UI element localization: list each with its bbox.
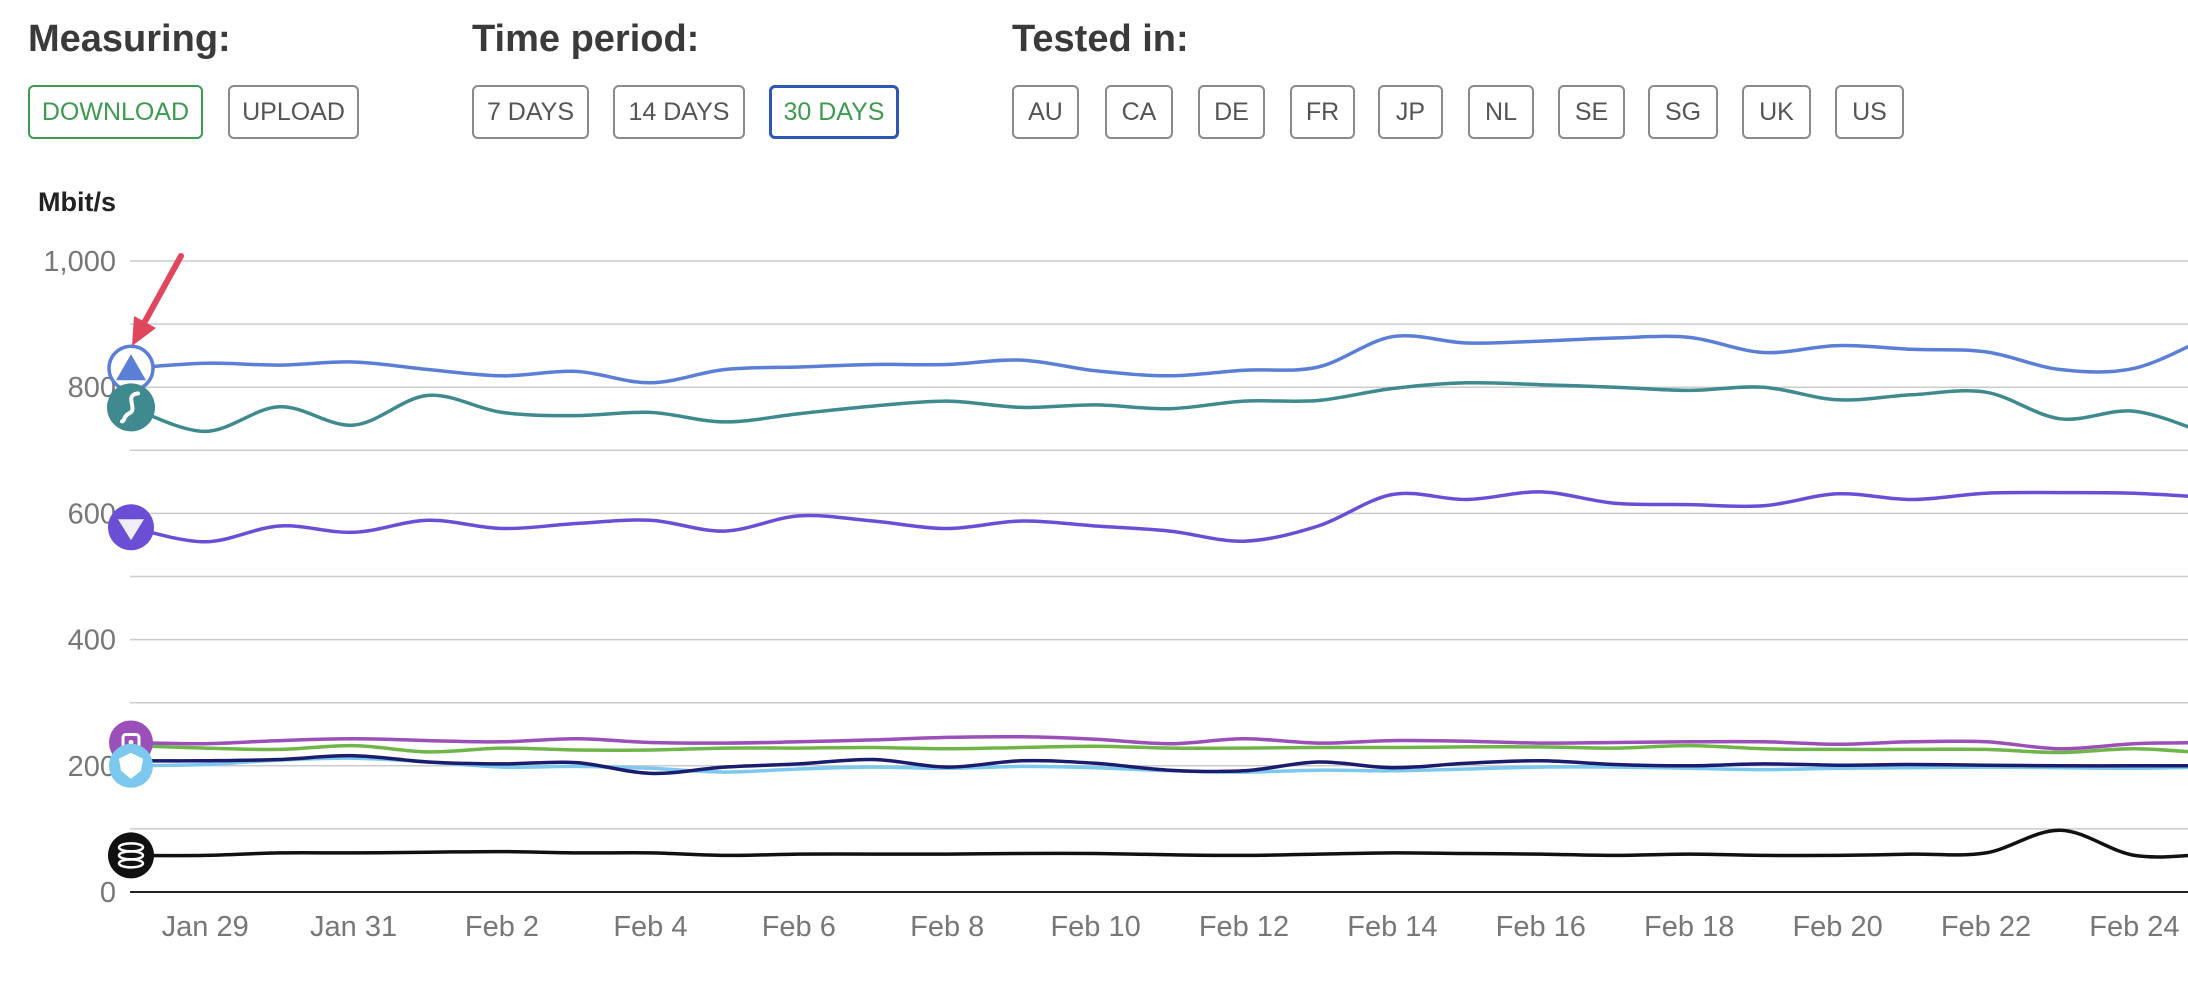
x-tick-label: Feb 16	[1496, 911, 1586, 943]
country-nl-button[interactable]: NL	[1468, 85, 1534, 139]
country-ca-button[interactable]: CA	[1105, 85, 1173, 139]
gridlines	[130, 260, 2188, 893]
x-tick-label: Feb 14	[1347, 911, 1437, 943]
series-line	[130, 743, 2188, 755]
country-fr-button[interactable]: FR	[1290, 85, 1355, 139]
series-line	[130, 380, 2188, 434]
y-axis-ticks: 0 200 400 600 800 1,000	[43, 246, 116, 909]
x-tick-label: Feb 12	[1199, 911, 1289, 943]
country-us-button[interactable]: US	[1835, 85, 1904, 139]
y-tick-label: 1,000	[43, 246, 116, 278]
x-tick-label: Feb 24	[2089, 911, 2179, 943]
series-icons	[107, 344, 155, 879]
series-line	[130, 490, 2188, 544]
shield-icon	[109, 743, 153, 788]
download-button[interactable]: DOWNLOAD	[28, 85, 203, 139]
30-days-button[interactable]: 30 DAYS	[769, 85, 899, 139]
measuring-title: Measuring:	[28, 18, 231, 60]
series-line	[130, 753, 2188, 776]
x-tick-label: Feb 18	[1644, 911, 1734, 943]
series-line	[130, 828, 2188, 859]
country-uk-button[interactable]: UK	[1742, 85, 1811, 139]
x-tick-label: Feb 22	[1941, 911, 2031, 943]
surfshark-icon	[107, 383, 155, 432]
x-tick-label: Jan 31	[310, 911, 397, 943]
x-tick-label: Feb 10	[1050, 911, 1140, 943]
x-tick-label: Feb 4	[613, 911, 687, 943]
upload-button[interactable]: UPLOAD	[228, 85, 359, 139]
series-line	[130, 734, 2188, 751]
x-tick-label: Feb 2	[465, 911, 539, 943]
7-days-button[interactable]: 7 DAYS	[472, 85, 589, 139]
x-tick-label: Feb 8	[910, 911, 984, 943]
y-tick-label: 600	[68, 498, 116, 530]
y-tick-label: 800	[68, 372, 116, 404]
y-tick-label: 0	[100, 877, 116, 909]
triangle-shield-icon	[108, 504, 154, 551]
series-lines	[130, 334, 2188, 859]
country-de-button[interactable]: DE	[1198, 85, 1265, 139]
x-tick-label: Feb 20	[1792, 911, 1882, 943]
country-au-button[interactable]: AU	[1012, 85, 1079, 139]
tested-in-title: Tested in:	[1012, 18, 1189, 60]
annotation-arrow	[132, 253, 184, 346]
x-axis-ticks: Jan 29 Jan 31 Feb 2 Feb 4 Feb 6 Feb 8 Feb 10 Fe…	[162, 911, 2180, 943]
country-jp-button[interactable]: JP	[1378, 85, 1443, 139]
x-tick-label: Jan 29	[162, 911, 249, 943]
x-tick-label: Feb 6	[762, 911, 836, 943]
series-line	[130, 334, 2188, 385]
country-se-button[interactable]: SE	[1558, 85, 1625, 139]
y-tick-label: 200	[68, 751, 116, 783]
y-axis-label: Mbit/s	[38, 187, 116, 217]
time-period-title: Time period:	[472, 18, 700, 60]
y-tick-label: 400	[68, 625, 116, 657]
country-sg-button[interactable]: SG	[1648, 85, 1718, 139]
14-days-button[interactable]: 14 DAYS	[613, 85, 745, 139]
stack-icon	[108, 832, 154, 879]
